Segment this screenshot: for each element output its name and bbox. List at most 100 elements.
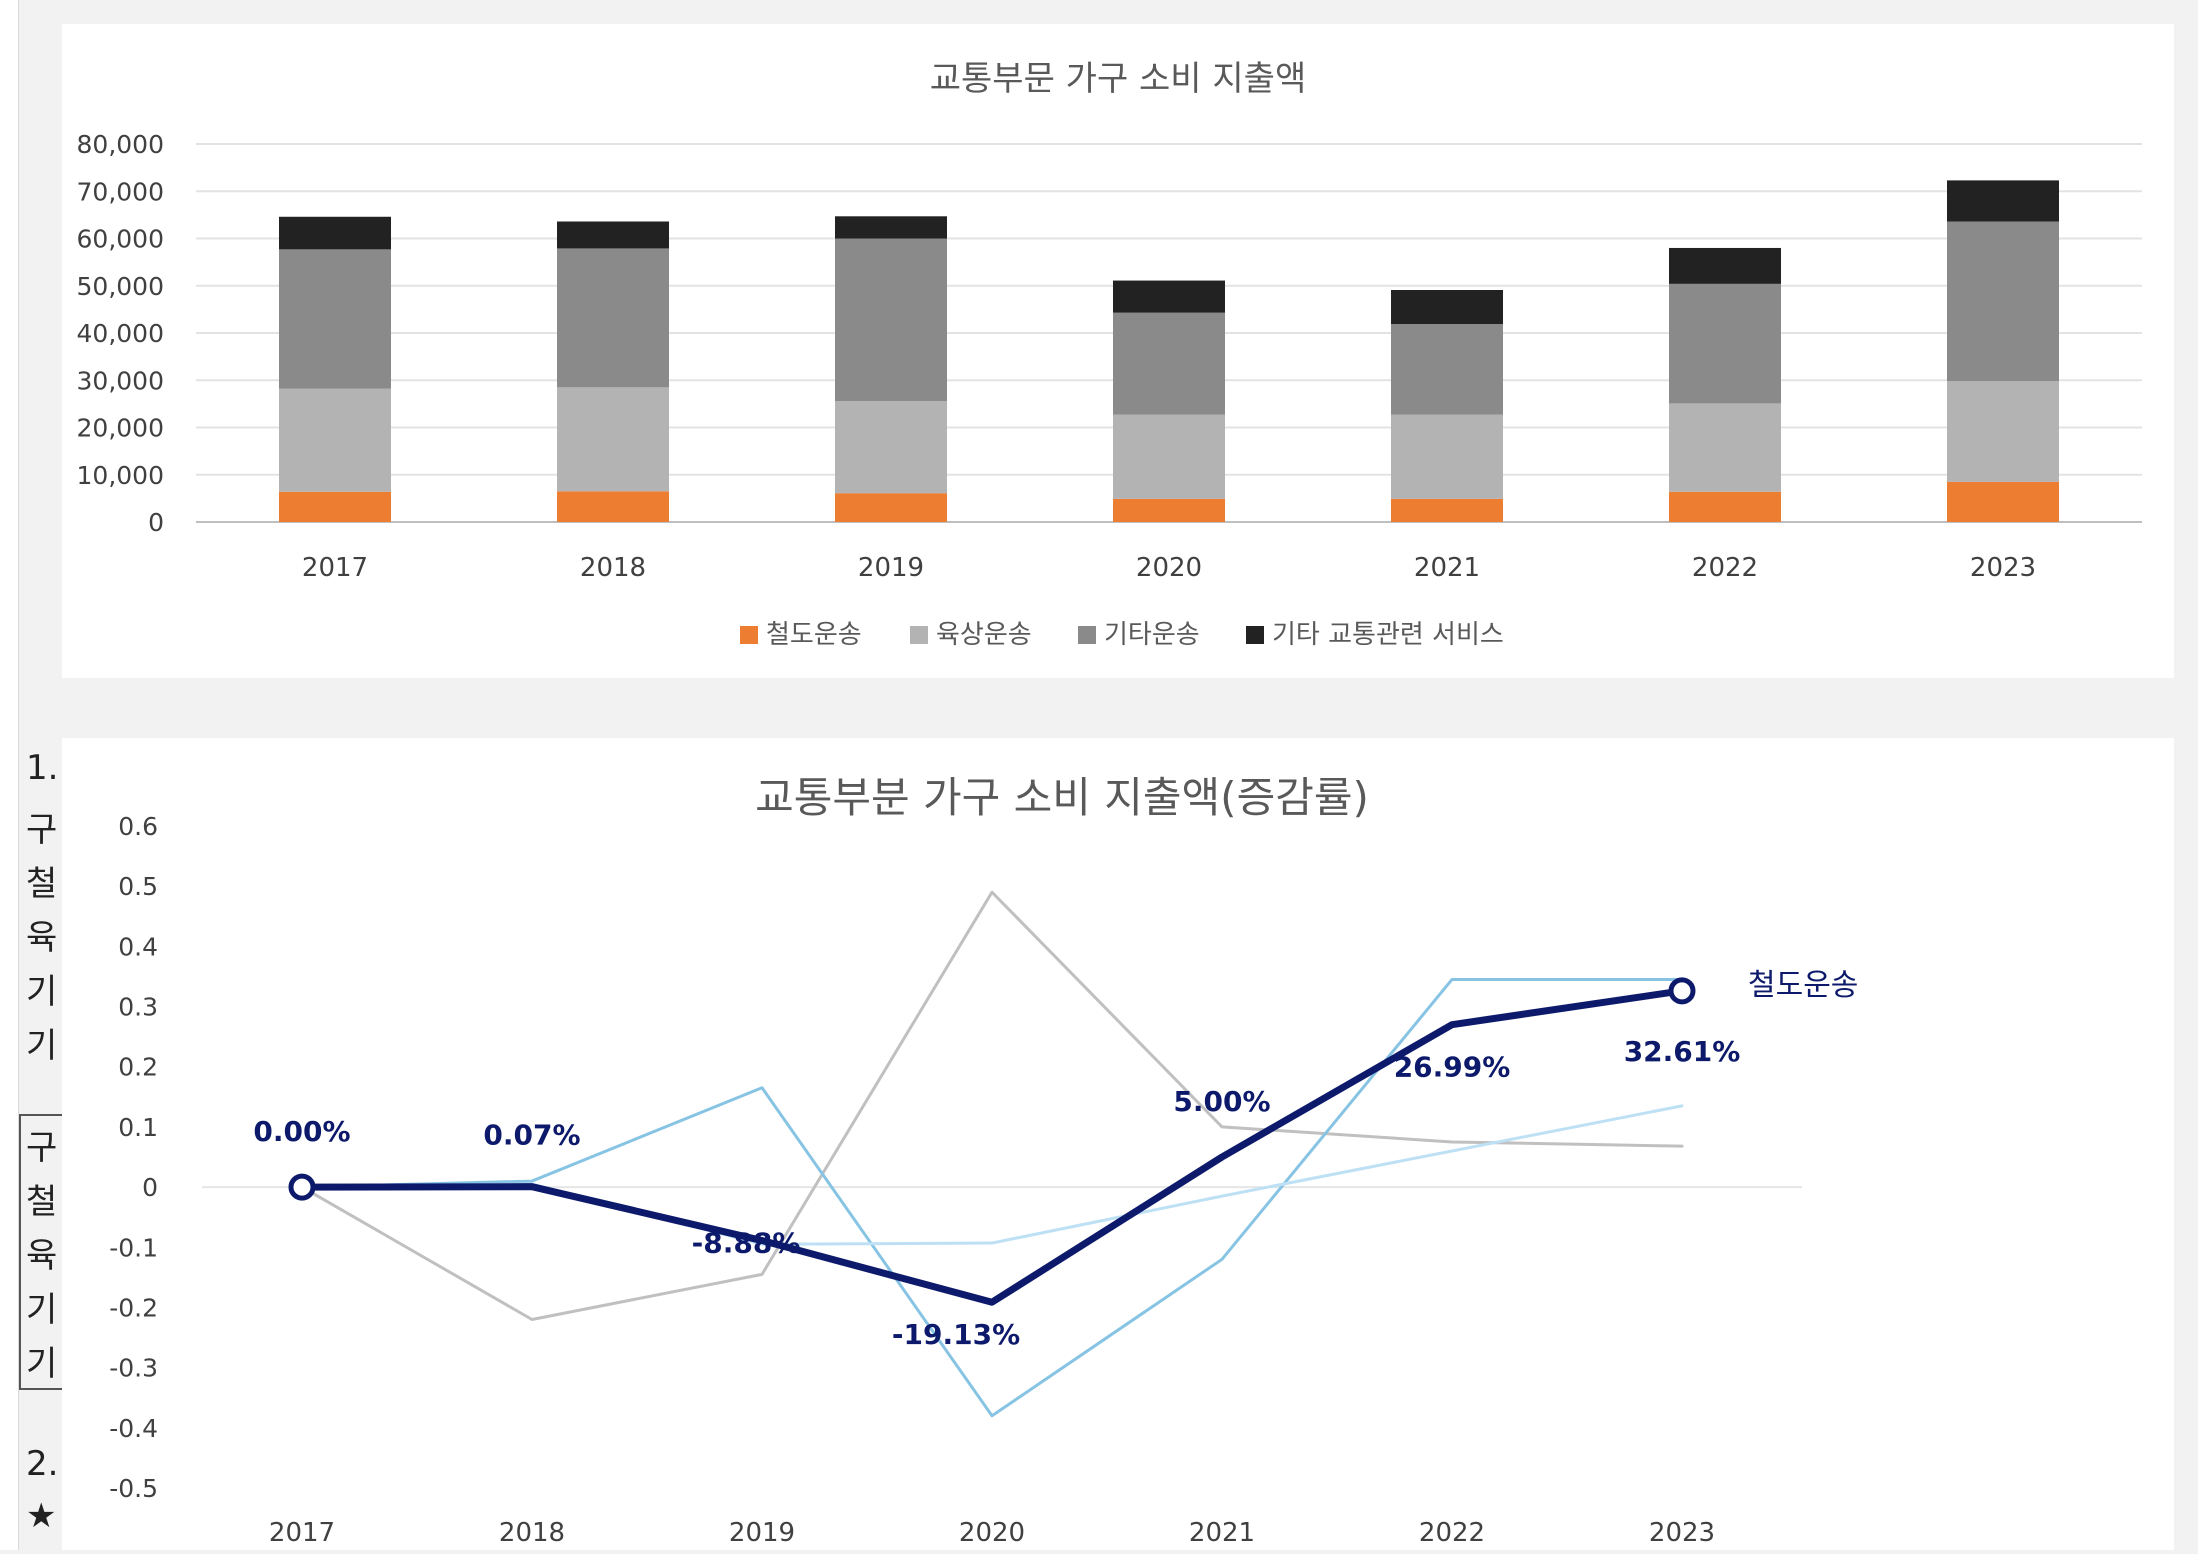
- y-tick-label: 0.1: [118, 1113, 158, 1142]
- legend-swatch: [740, 626, 758, 644]
- bar-segment[interactable]: [1947, 481, 2059, 522]
- y-tick-label: 70,000: [77, 177, 164, 206]
- cell-text-fragment: 구: [26, 810, 58, 850]
- y-tick-label: 50,000: [77, 272, 164, 301]
- y-tick-label: 10,000: [77, 461, 164, 490]
- x-tick-label: 2017: [302, 553, 368, 583]
- bar-segment[interactable]: [1391, 414, 1503, 499]
- y-tick-label: 40,000: [77, 319, 164, 348]
- y-tick-label: -0.2: [109, 1293, 158, 1322]
- data-label: 0.00%: [253, 1115, 350, 1148]
- bar-segment[interactable]: [1113, 280, 1225, 313]
- bar-segment[interactable]: [279, 216, 391, 250]
- bar-segment[interactable]: [1947, 180, 2059, 222]
- bar-segment[interactable]: [1669, 283, 1781, 404]
- data-label: 26.99%: [1394, 1051, 1511, 1084]
- cell-text-fragment: 육: [26, 1236, 58, 1276]
- x-tick-label: 2018: [499, 1518, 565, 1548]
- x-tick-label: 2021: [1414, 553, 1480, 583]
- chart-title: 교통부문 가구 소비 지출액: [930, 59, 1307, 99]
- x-tick-label: 2021: [1189, 1518, 1255, 1548]
- bar-segment[interactable]: [557, 491, 669, 522]
- y-tick-label: 0.5: [118, 872, 158, 901]
- cell-text-fragment: 철: [26, 1182, 58, 1222]
- x-tick-label: 2018: [580, 553, 646, 583]
- line-chart-panel[interactable]: 교통부분 가구 소비 지출액(증감률) 0.6 0.5 0.4 0.3 0.2 0.1 0 -0…: [62, 738, 2174, 1550]
- cell-text-fragment: 철: [26, 864, 58, 904]
- cell-text-fragment: 2.: [26, 1444, 59, 1484]
- y-tick-label: 0.3: [118, 993, 158, 1022]
- x-tick-label: 2023: [1970, 553, 2036, 583]
- legend-label: 철도운송: [766, 620, 862, 650]
- x-tick-label: 2023: [1649, 1518, 1715, 1548]
- endpoint-marker[interactable]: [1668, 977, 1696, 1005]
- legend-swatch: [910, 626, 928, 644]
- series-line[interactable]: [300, 890, 1684, 1321]
- data-label: -19.13%: [892, 1318, 1020, 1351]
- y-tick-label: -0.5: [109, 1474, 158, 1503]
- bar-segment[interactable]: [1669, 491, 1781, 522]
- x-tick-label: 2022: [1692, 553, 1758, 583]
- bar-segment[interactable]: [279, 249, 391, 389]
- data-label: 0.07%: [483, 1119, 580, 1152]
- bar-segment[interactable]: [1947, 381, 2059, 482]
- bar-segment[interactable]: [1391, 324, 1503, 415]
- bar-segment[interactable]: [835, 238, 947, 402]
- data-label: 5.00%: [1173, 1085, 1270, 1118]
- y-tick-label: 0.4: [118, 932, 158, 961]
- series-line[interactable]: [300, 977, 1684, 1418]
- bar-segment[interactable]: [835, 216, 947, 239]
- bar-segment[interactable]: [1113, 414, 1225, 499]
- bar-segment[interactable]: [557, 387, 669, 492]
- x-tick-label: 2017: [269, 1518, 335, 1548]
- bar-segment[interactable]: [279, 388, 391, 492]
- y-tick-label: -0.1: [109, 1233, 158, 1262]
- y-tick-label: 60,000: [77, 225, 164, 254]
- bar-segment[interactable]: [557, 221, 669, 249]
- growth-rate-line-chart: 교통부분 가구 소비 지출액(증감률) 0.6 0.5 0.4 0.3 0.2 0.1 0 -0…: [109, 773, 1858, 1548]
- y-tick-label: 30,000: [77, 366, 164, 395]
- highlight-series-line[interactable]: [298, 987, 1686, 1306]
- cell-text-fragment: 기: [26, 1026, 58, 1066]
- bar-segment[interactable]: [1391, 290, 1503, 325]
- spreadsheet-column-fragments: 1. 구 철 육 기 기 구 철 육 기 기 2. ★: [26, 0, 62, 1550]
- y-tick-label: -0.3: [109, 1354, 158, 1383]
- bar-segment[interactable]: [1669, 247, 1781, 284]
- bar-segment[interactable]: [1391, 498, 1503, 522]
- legend-swatch: [1078, 626, 1096, 644]
- bar-segment[interactable]: [1669, 403, 1781, 492]
- bar-segment[interactable]: [835, 401, 947, 494]
- cell-text-fragment: ★: [26, 1496, 57, 1536]
- series-end-label: 철도운송: [1748, 968, 1858, 1003]
- legend-swatch: [1246, 626, 1264, 644]
- y-tick-label: 80,000: [77, 130, 164, 159]
- y-tick-label: 20,000: [77, 414, 164, 443]
- bar-segment[interactable]: [279, 491, 391, 522]
- y-tick-label: 0.6: [118, 812, 158, 841]
- bar-segment[interactable]: [557, 248, 669, 388]
- cell-text-fragment: 육: [26, 918, 58, 958]
- x-tick-label: 2020: [959, 1518, 1025, 1548]
- cell-text-fragment: 기: [26, 972, 58, 1012]
- chart-title: 교통부분 가구 소비 지출액(증감률): [755, 773, 1369, 822]
- spreadsheet-row-strip: [0, 0, 19, 1550]
- stacked-bar-chart-panel[interactable]: 교통부문 가구 소비 지출액 0 10,000 20,000 30,000 40,000 5…: [62, 24, 2174, 678]
- bar-segment[interactable]: [1113, 498, 1225, 522]
- cell-text-fragment: 1.: [26, 748, 59, 788]
- cell-text-fragment: 기: [26, 1290, 58, 1330]
- y-tick-label: 0: [148, 508, 164, 537]
- cell-text-fragment: 기: [26, 1344, 58, 1384]
- x-tick-label: 2022: [1419, 1518, 1485, 1548]
- y-tick-label: 0: [142, 1173, 158, 1202]
- x-tick-label: 2019: [729, 1518, 795, 1548]
- bar-segment[interactable]: [835, 493, 947, 522]
- legend-label: 기타 교통관련 서비스: [1272, 620, 1504, 650]
- bar-segment[interactable]: [1947, 221, 2059, 382]
- endpoint-marker[interactable]: [288, 1173, 316, 1201]
- bar-segment[interactable]: [1113, 312, 1225, 415]
- x-tick-label: 2019: [858, 553, 924, 583]
- data-label: -8.88%: [692, 1227, 801, 1260]
- cell-text-fragment: 구: [26, 1128, 58, 1168]
- x-tick-label: 2020: [1136, 553, 1202, 583]
- data-label: 32.61%: [1624, 1035, 1741, 1068]
